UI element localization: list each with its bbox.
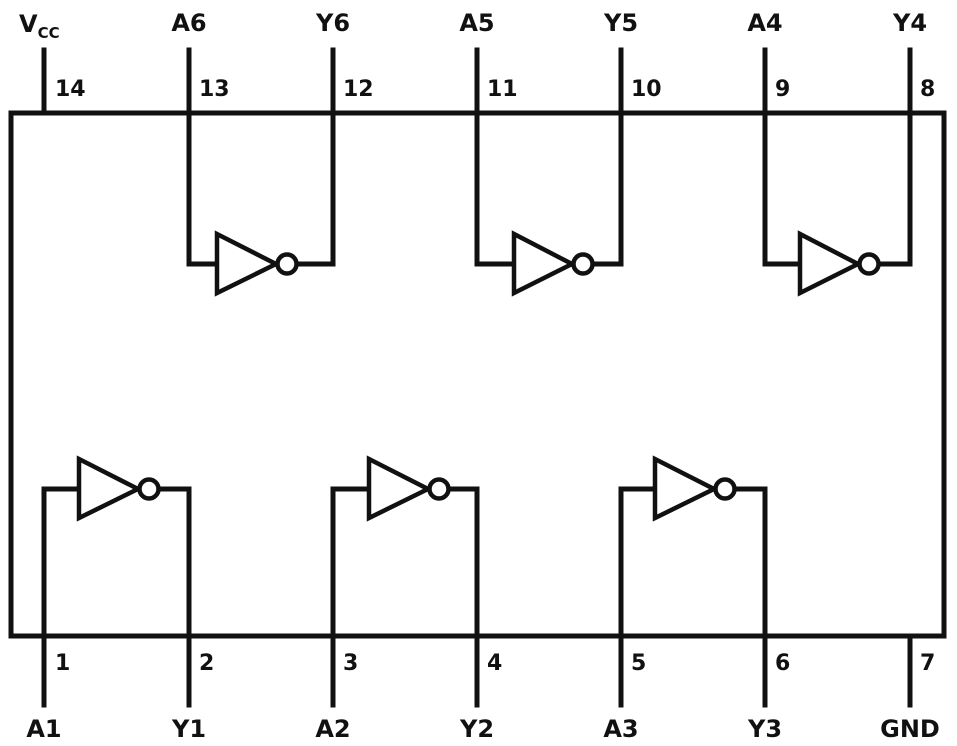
gate-6-triangle: [214, 230, 282, 297]
pin-number-9: 9: [775, 77, 790, 102]
gate-2-output-wire: [446, 486, 480, 639]
signal-label-pin-10: Y5: [603, 9, 638, 37]
gate-3-triangle: [652, 455, 720, 522]
inverter-gate-4: [762, 110, 913, 297]
gate-4-input-wire: [762, 110, 803, 267]
signal-label-pin-1: A1: [26, 715, 61, 743]
gate-6-output-wire: [294, 110, 336, 267]
gate-1-triangle: [76, 455, 144, 522]
gate-5-input-wire: [474, 110, 517, 267]
inverter-gate-2: [330, 455, 480, 639]
gate-3-input-wire: [618, 486, 658, 639]
gate-5-bubble: [571, 252, 595, 276]
pin-number-12: 12: [343, 77, 374, 102]
gate-4-bubble: [857, 252, 881, 276]
pin-number-13: 13: [199, 77, 230, 102]
signal-label-pin-5: A3: [603, 715, 638, 743]
pin-number-14: 14: [55, 77, 86, 102]
signal-label-pin-6: Y3: [747, 715, 782, 743]
gate-2-bubble: [427, 477, 451, 501]
pin-number-8: 8: [920, 77, 935, 102]
gate-1-bubble: [137, 477, 161, 501]
pin-number-3: 3: [343, 651, 358, 676]
signal-label-pin-14: VCC: [19, 10, 60, 42]
signal-label-pin-2: Y1: [171, 715, 206, 743]
bottom-pin-stubs: [41, 633, 913, 708]
gate-6-bubble: [275, 252, 299, 276]
signal-label-pin-13: A6: [171, 9, 206, 37]
signal-label-pin-12: Y6: [315, 9, 350, 37]
gate-2-triangle: [366, 455, 434, 522]
pin-number-7: 7: [920, 651, 935, 676]
pin-number-4: 4: [487, 651, 502, 676]
signal-label-pin-11: A5: [459, 9, 494, 37]
gate-6-input-wire: [186, 110, 220, 267]
inverter-gate-1: [41, 455, 192, 639]
gate-5-output-wire: [590, 110, 624, 267]
pin-number-5: 5: [631, 651, 646, 676]
gate-4-output-wire: [876, 110, 913, 267]
signal-label-pin-8: Y4: [892, 9, 927, 37]
gate-3-bubble: [713, 477, 737, 501]
gate-1-output-wire: [156, 486, 192, 639]
gate-2-input-wire: [330, 486, 372, 639]
inverter-gate-6: [186, 110, 336, 297]
top-pin-stubs: [41, 47, 913, 116]
gate-4-triangle: [797, 230, 863, 297]
gate-1-input-wire: [41, 486, 82, 639]
pin-number-10: 10: [631, 77, 662, 102]
inverter-gate-5: [474, 110, 624, 297]
pin-number-11: 11: [487, 77, 518, 102]
signal-label-pin-3: A2: [315, 715, 350, 743]
gate-3-output-wire: [732, 486, 768, 639]
pin-number-6: 6: [775, 651, 790, 676]
signal-label-pin-9: A4: [747, 9, 782, 37]
signal-label-pin-4: Y2: [459, 715, 494, 743]
signal-label-pin-7: GND: [880, 715, 940, 743]
pin-number-2: 2: [199, 651, 214, 676]
gate-5-triangle: [511, 230, 577, 297]
pin-number-1: 1: [55, 651, 70, 676]
inverter-gate-3: [618, 455, 768, 639]
